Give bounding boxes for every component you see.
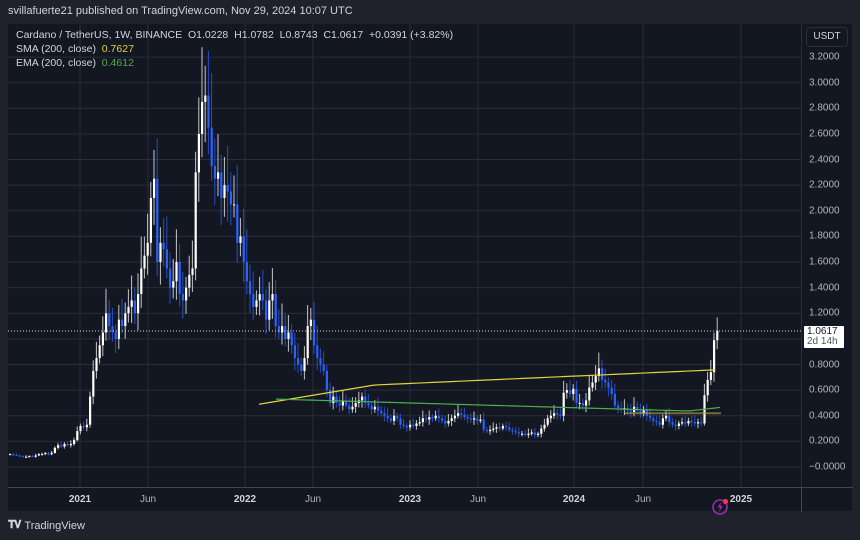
time-tick-label: 2024 bbox=[562, 494, 586, 505]
price-tick-label: 0.4000 bbox=[809, 410, 840, 422]
time-tick-label: 2023 bbox=[398, 494, 422, 505]
price-tick-label: 2.4000 bbox=[809, 154, 840, 166]
lightning-bolt-icon[interactable] bbox=[711, 496, 731, 521]
axis-corner bbox=[801, 487, 853, 512]
time-tick-label: Jun bbox=[634, 494, 652, 505]
candlestick-chart bbox=[8, 24, 801, 487]
price-tick-label: 0.6000 bbox=[809, 384, 840, 396]
price-tick-label: 1.2000 bbox=[809, 307, 840, 319]
chart-plot-area[interactable]: Cardano / TetherUS, 1W, BINANCE O1.0228 … bbox=[8, 24, 801, 515]
price-tick-label: −0.0000 bbox=[809, 461, 846, 473]
time-tick-label: 2021 bbox=[68, 494, 92, 505]
time-axis[interactable]: 2021 Jun 2022 Jun 2023 Jun 2024 Jun 2025 bbox=[8, 487, 801, 512]
price-tick-label: 0.8000 bbox=[809, 359, 840, 371]
price-tick-label: 2.6000 bbox=[809, 128, 840, 140]
last-price-value: 1.0617 bbox=[807, 325, 838, 337]
chart-frame: Cardano / TetherUS, 1W, BINANCE O1.0228 … bbox=[8, 24, 853, 515]
currency-button[interactable]: USDT bbox=[806, 27, 848, 47]
publisher-line: svillafuerte21 published on TradingView.… bbox=[8, 5, 353, 17]
brand-name: TradingView bbox=[24, 519, 85, 532]
tradingview-logo[interactable]: 𝐓𝐕 TradingView bbox=[8, 519, 85, 532]
price-tick-label: 3.0000 bbox=[809, 77, 840, 89]
time-tick-label: 2025 bbox=[729, 494, 753, 505]
time-tick-label: Jun bbox=[304, 494, 322, 505]
price-tick-label: 2.2000 bbox=[809, 179, 840, 191]
price-tick-label: 1.8000 bbox=[809, 230, 840, 242]
tradingview-logo-icon: 𝐓𝐕 bbox=[8, 519, 21, 531]
time-tick-label: Jun bbox=[469, 494, 487, 505]
price-axis[interactable]: USDT 3.2000 3.0000 2.8000 2.6000 2.4000 2.200… bbox=[801, 24, 853, 487]
price-tick-label: 3.2000 bbox=[809, 51, 840, 63]
price-tick-label: 1.4000 bbox=[809, 282, 840, 294]
price-tick-label: 2.0000 bbox=[809, 205, 840, 217]
price-tick-label: 0.2000 bbox=[809, 435, 840, 447]
price-tick-label: 1.6000 bbox=[809, 256, 840, 268]
time-tick-label: Jun bbox=[139, 494, 157, 505]
price-tick-label: 2.8000 bbox=[809, 102, 840, 114]
time-tick-label: 2022 bbox=[233, 494, 257, 505]
last-price-label: 1.0617 2d 14h bbox=[804, 325, 844, 348]
bar-countdown: 2d 14h bbox=[807, 336, 838, 348]
